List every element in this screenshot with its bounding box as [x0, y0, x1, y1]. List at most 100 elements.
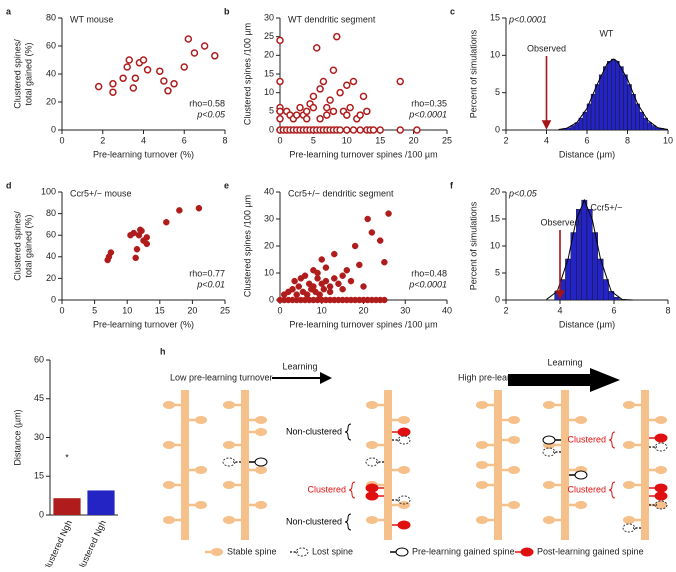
- x-tick-label: 20: [187, 305, 197, 315]
- x-axis-label: Pre-learning turnover spines /100 µm: [289, 319, 437, 329]
- spine-head: [623, 481, 635, 489]
- spine-head: [575, 501, 587, 509]
- point: [351, 242, 359, 250]
- histogram-bar: [631, 93, 636, 131]
- y-tick-label: 10: [490, 240, 500, 250]
- spine-head: [623, 441, 635, 449]
- panel-letter: a: [6, 6, 12, 16]
- dendrite: [181, 390, 189, 540]
- x-tick-label: 6: [182, 135, 187, 145]
- point: [363, 107, 371, 116]
- spine-head: [255, 466, 267, 474]
- histogram-bar: [647, 122, 652, 131]
- spine-head: [163, 401, 175, 409]
- point: [291, 277, 298, 285]
- point: [316, 85, 324, 93]
- stat-annotation: p<0.05: [196, 109, 226, 119]
- point: [396, 77, 404, 86]
- spine-head: [575, 416, 587, 424]
- y-tick-label: 20: [264, 50, 274, 60]
- brace: [608, 481, 616, 499]
- y-tick-label: 80: [46, 208, 56, 218]
- spine-head: [222, 457, 236, 467]
- histogram-bar: [559, 279, 566, 301]
- point: [322, 277, 330, 285]
- histogram-bar: [570, 125, 576, 131]
- x-tick-label: 8: [222, 135, 227, 145]
- x-tick-label: 8: [625, 135, 630, 145]
- histogram-bar: [603, 279, 609, 301]
- brace: [344, 513, 352, 531]
- y-tick-label: 20: [46, 96, 56, 106]
- bar: [53, 498, 81, 515]
- panel-letter: b: [224, 6, 230, 16]
- point: [346, 103, 354, 112]
- histogram-bar: [619, 66, 624, 131]
- point: [360, 283, 367, 290]
- learning-arrow: [508, 368, 620, 392]
- point: [326, 96, 334, 104]
- panel-letter: h: [160, 346, 166, 356]
- point: [343, 111, 351, 119]
- point: [309, 92, 318, 101]
- chart-title: WT dendritic segment: [288, 14, 376, 24]
- spine-head: [623, 401, 635, 409]
- point: [133, 245, 141, 253]
- point: [343, 267, 351, 274]
- dendrite: [641, 390, 649, 540]
- point: [314, 269, 321, 277]
- spine-head: [255, 428, 267, 436]
- stat-annotation: p<0.0001: [408, 279, 447, 289]
- point: [293, 291, 300, 298]
- spine-head: [508, 466, 520, 474]
- spine-head: [365, 457, 379, 467]
- y-tick-label: 30: [264, 213, 274, 223]
- point: [339, 272, 346, 279]
- callout-label: Non-clustered: [286, 516, 342, 526]
- point: [368, 229, 376, 236]
- stat-annotation: rho=0.58: [189, 98, 225, 108]
- point: [309, 103, 318, 112]
- significance-marker: *: [65, 453, 69, 463]
- point: [312, 44, 321, 52]
- x-tick-label: 15: [375, 135, 385, 145]
- y-tick-label: 60: [34, 354, 44, 364]
- spine-head: [195, 466, 207, 474]
- y-tick-label: 10: [264, 267, 274, 277]
- point: [109, 80, 117, 88]
- x-axis-label: Distance (µm): [559, 319, 615, 329]
- legend-label: Lost spine: [312, 546, 353, 556]
- point: [296, 103, 304, 112]
- spine-head: [195, 501, 207, 509]
- spine-head: [223, 481, 235, 489]
- x-tick-label: 10: [122, 305, 132, 315]
- point: [376, 237, 384, 244]
- point: [170, 80, 178, 88]
- stat-annotation: rho=0.77: [189, 268, 225, 278]
- spine-head: [398, 466, 410, 474]
- stat-annotation: p<0.0001: [508, 14, 547, 24]
- point: [381, 258, 388, 266]
- spine-head: [655, 466, 667, 474]
- x-tick-label: 4: [557, 305, 562, 315]
- point: [276, 77, 284, 86]
- stat-annotation: p<0.01: [196, 279, 225, 289]
- y-tick-label: 40: [46, 251, 56, 261]
- point: [349, 77, 358, 86]
- histogram-bar: [598, 74, 604, 131]
- point: [301, 272, 309, 279]
- point: [180, 63, 188, 71]
- chart-title: WT mouse: [70, 14, 113, 24]
- spine-head: [163, 516, 175, 524]
- point: [343, 81, 351, 89]
- spine-head: [622, 523, 636, 533]
- chart-title: Ccr5+/−: [590, 202, 622, 212]
- x-axis-label: Distance (µm): [559, 149, 615, 159]
- y-tick-label: 5: [269, 106, 274, 116]
- x-tick-label: 30: [400, 305, 410, 315]
- x-axis-label: Pre-learning turnover spines /100 µm: [289, 149, 437, 159]
- spine-head: [654, 500, 668, 510]
- panel-letter: d: [6, 180, 12, 190]
- y-tick-label: 15: [34, 471, 44, 481]
- point: [160, 77, 168, 85]
